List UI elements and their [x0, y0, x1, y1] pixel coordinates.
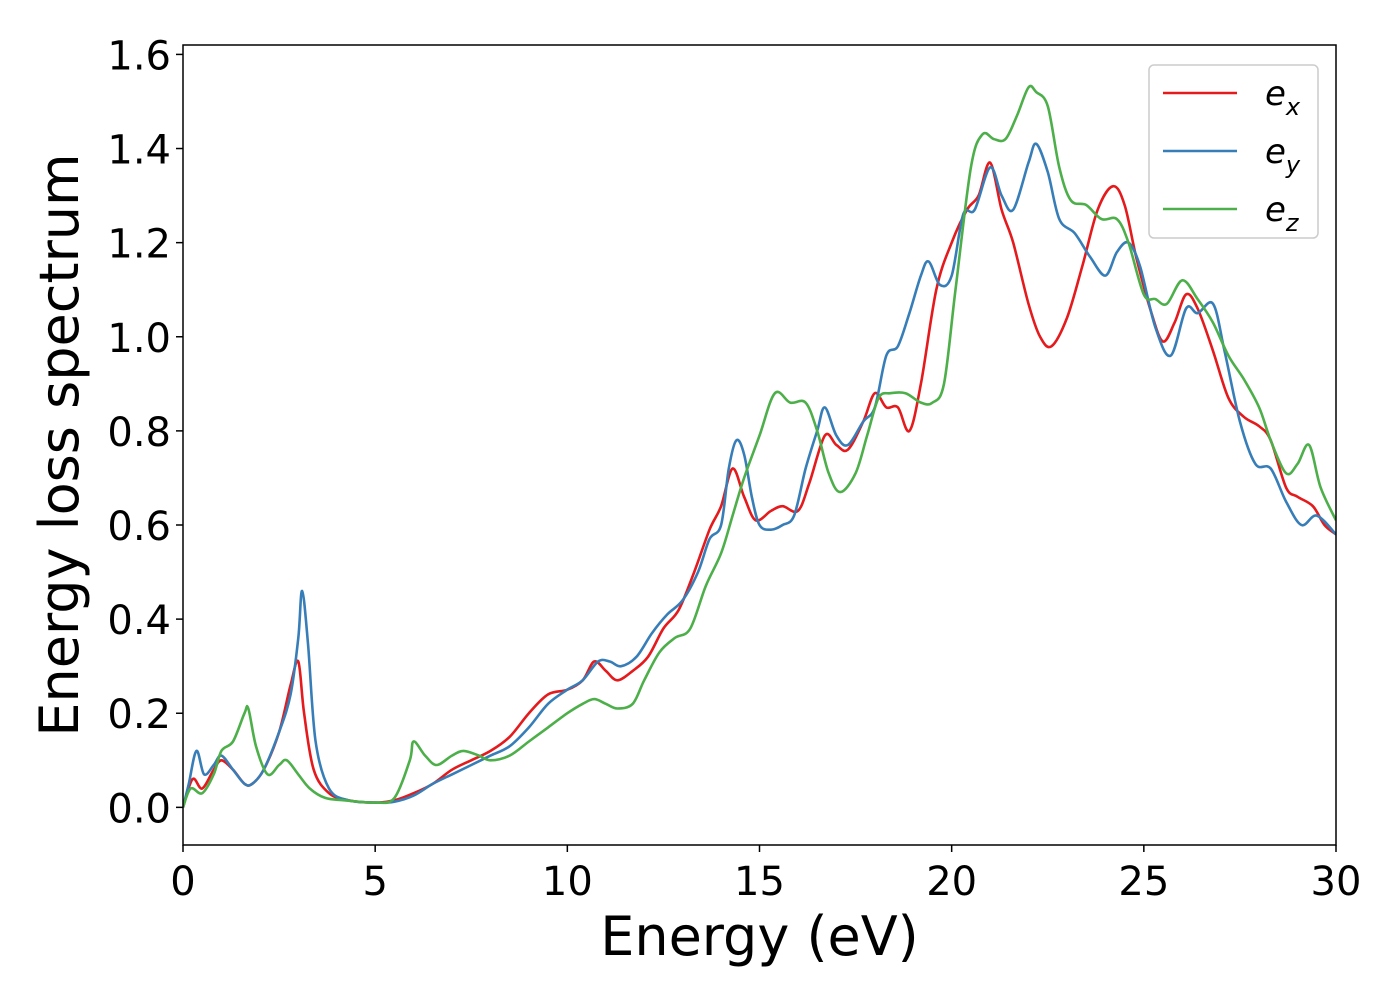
y-tick-label: 1.2	[107, 222, 171, 268]
y-tick-label: 0.4	[107, 598, 171, 644]
y-tick-label: 0.2	[107, 692, 171, 738]
y-tick-label: 1.4	[107, 128, 171, 174]
x-tick-label: 10	[542, 859, 593, 905]
y-tick-label: 1.6	[107, 33, 171, 79]
y-tick-label: 1.0	[107, 316, 171, 362]
x-tick-label: 15	[734, 859, 785, 905]
x-tick-label: 20	[926, 859, 977, 905]
x-tick-label: 5	[362, 859, 387, 905]
series-line-e-x	[183, 161, 1336, 808]
legend-entry: ey	[1265, 132, 1301, 179]
x-axis: 0 5 10 15 20 25 30	[170, 845, 1361, 905]
y-tick-label: 0.6	[107, 504, 171, 550]
legend-entry: ex	[1265, 74, 1301, 121]
series-line-e-y	[183, 142, 1336, 808]
x-axis-label: Energy (eV)	[600, 905, 919, 968]
x-tick-label: 30	[1311, 859, 1362, 905]
y-axis-label: Energy loss spectrum	[28, 153, 91, 736]
y-tick-label: 0.8	[107, 410, 171, 456]
x-tick-label: 25	[1118, 859, 1169, 905]
y-tick-label: 0.0	[107, 786, 171, 832]
legend: ex ey ez	[1148, 64, 1319, 239]
y-axis: 0.0 0.2 0.4 0.6 0.8 1.0 1.2 1.4 1.6	[107, 33, 183, 832]
series-layer	[183, 84, 1336, 808]
x-tick-label: 0	[170, 859, 195, 905]
series-line-e-z	[183, 84, 1336, 808]
legend-entry: ez	[1265, 190, 1300, 237]
